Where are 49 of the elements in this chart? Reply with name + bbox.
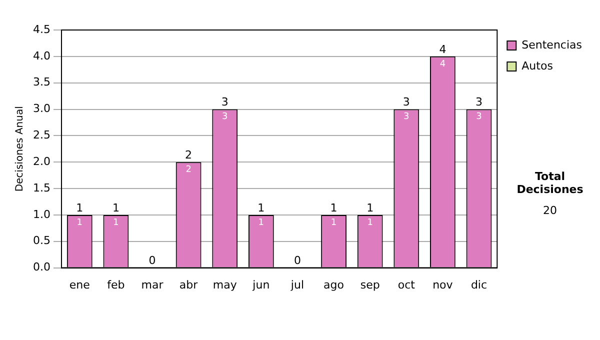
total-label: 3 (402, 96, 410, 109)
x-tick-label: mar (141, 278, 164, 292)
y-tick-label: 4.0 (32, 49, 50, 62)
x-tick-label: nov (432, 278, 454, 292)
y-tick-label: 4.5 (32, 22, 50, 36)
data-label: 1 (76, 218, 83, 228)
x-tick-label: abr (179, 278, 198, 292)
x-tick-label: may (212, 278, 238, 292)
total-label: 3 (476, 96, 482, 109)
x-tick-label: oct (398, 278, 416, 292)
data-label: 1 (113, 218, 119, 228)
data-label: 1 (258, 218, 264, 228)
x-tick-label: dic (470, 278, 488, 292)
x-tick-label: ago (324, 278, 344, 292)
total-label: 1 (112, 201, 120, 214)
total-label: 0 (294, 254, 301, 268)
data-label: 1 (330, 218, 337, 228)
total-label: 1 (76, 201, 84, 214)
legend-label: Autos (522, 59, 554, 72)
y-tick-label: 2.0 (32, 154, 50, 168)
y-tick-label: 3.0 (32, 102, 50, 116)
y-tick-label: 0.0 (32, 260, 50, 274)
y-axis-title: Decisiones Anual (14, 106, 26, 192)
x-tick-label: feb (107, 278, 125, 292)
y-tick-label: 2.5 (32, 128, 50, 142)
data-label: 4 (440, 59, 446, 70)
text: 20 (542, 204, 558, 217)
y-tick-label: 1.0 (32, 208, 50, 221)
data-label: 3 (222, 112, 228, 122)
total-label: 4 (439, 42, 446, 56)
data-label: 3 (476, 112, 482, 122)
x-tick-label: sep (360, 278, 380, 292)
total-label: 3 (221, 96, 228, 109)
y-tick-label: 0.5 (32, 234, 50, 248)
x-tick-label: jun (252, 278, 270, 292)
text: Total Decisiones (516, 170, 584, 196)
data-label: 2 (186, 164, 192, 175)
total-label: 1 (258, 201, 265, 214)
y-tick-label: 3.5 (32, 76, 50, 89)
data-label: 3 (404, 112, 410, 122)
total-label: 0 (148, 254, 156, 268)
data-label: 1 (367, 218, 373, 228)
x-tick-label: jul (290, 278, 304, 292)
y-tick-label: 1.5 (32, 181, 50, 194)
total-label: 1 (366, 201, 374, 214)
total-label: 2 (185, 148, 192, 162)
total-label: 1 (330, 201, 338, 214)
x-tick-label: ene (69, 278, 90, 292)
legend-label: Sentencias (522, 38, 582, 52)
